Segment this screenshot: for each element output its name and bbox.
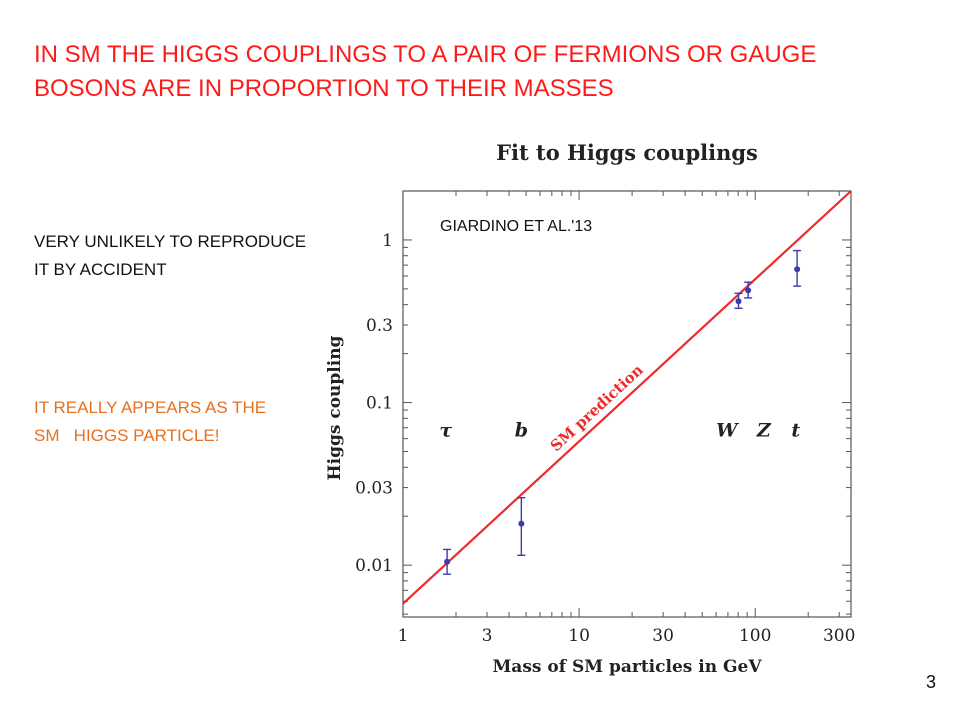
conclusion-note: IT REALLY APPEARS AS THE SM HIGGS PARTIC…	[34, 394, 354, 450]
accident-note: VERY UNLIKELY TO REPRODUCE IT BY ACCIDEN…	[34, 228, 354, 284]
headline: IN SM THE HIGGS COUPLINGS TO A PAIR OF F…	[34, 38, 934, 106]
y-tick-label: 0.3	[366, 316, 393, 336]
particle-label: τ	[439, 419, 452, 441]
x-tick-label: 10	[568, 626, 590, 646]
y-tick-label: 1	[382, 231, 393, 251]
x-tick-label: 30	[652, 626, 674, 646]
page-number: 3	[925, 672, 936, 692]
chart-title: Fit to Higgs couplings	[496, 140, 758, 165]
data-point-b	[517, 496, 526, 556]
data-marker	[735, 298, 742, 305]
data-point-Z	[744, 281, 753, 299]
x-axis-label: Mass of SM particles in GeV	[492, 657, 762, 677]
x-tick-label: 1	[398, 626, 409, 646]
conclusion-note-line-1: IT REALLY APPEARS AS THE	[34, 398, 267, 417]
y-tick-label: 0.01	[355, 556, 393, 576]
conclusion-note-line-2: SM HIGGS PARTICLE!	[34, 426, 220, 445]
y-axis-label: Higgs coupling	[325, 335, 345, 480]
chart-annotation: GIARDINO ET AL.'13	[440, 218, 592, 235]
sm-prediction-label: SM prediction	[547, 361, 647, 455]
data-marker	[745, 287, 752, 294]
y-axis: 0.01 0.03 0.1 0.3 1	[355, 190, 851, 615]
particle-label: W	[716, 419, 739, 441]
x-axis: 1 3 10 30 100 300	[398, 191, 855, 646]
plot-border	[402, 190, 852, 618]
x-tick-label: 300	[823, 626, 855, 646]
particle-label: Z	[756, 419, 772, 441]
y-tick-label: 0.1	[366, 394, 393, 414]
accident-note-line-2: IT BY ACCIDENT	[34, 260, 167, 279]
headline-line-2: BOSONS ARE IN PROPORTION TO THEIR MASSES	[34, 75, 614, 102]
sm-prediction-line	[402, 190, 852, 605]
data-point-W	[734, 292, 743, 309]
accident-note-line-1: VERY UNLIKELY TO REPRODUCE	[34, 232, 307, 251]
particle-label: b	[515, 419, 528, 441]
data-marker	[518, 520, 525, 527]
data-marker	[444, 558, 451, 565]
data-marker	[794, 266, 801, 273]
data-point-t	[793, 249, 802, 287]
data-points	[443, 249, 802, 575]
particle-label: t	[791, 419, 800, 441]
x-tick-label: 100	[739, 626, 771, 646]
x-tick-label: 3	[482, 626, 493, 646]
y-tick-label: 0.03	[355, 479, 393, 499]
plot-frame	[402, 190, 852, 618]
headline-line-1: IN SM THE HIGGS COUPLINGS TO A PAIR OF F…	[34, 41, 817, 68]
data-point-τ	[443, 548, 452, 575]
